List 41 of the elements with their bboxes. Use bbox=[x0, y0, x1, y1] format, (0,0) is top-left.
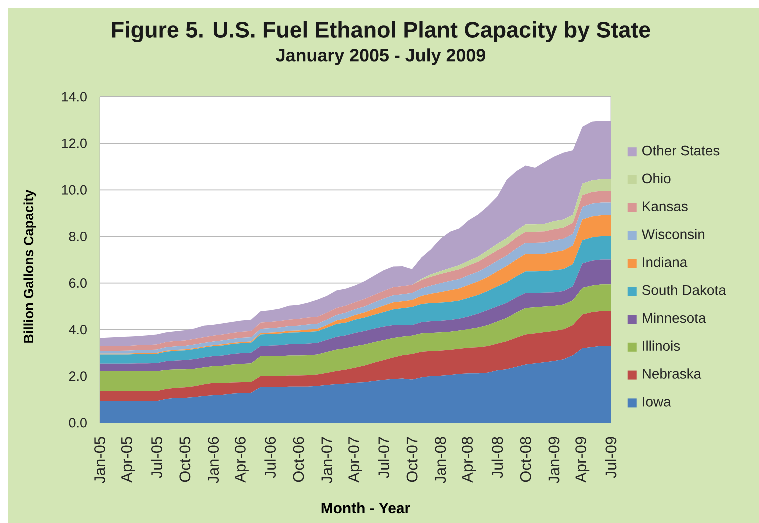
y-tick-label: 4.0 bbox=[69, 325, 87, 335]
x-tick-label: Oct-07 bbox=[406, 437, 418, 482]
x-tick-label: Oct-06 bbox=[293, 437, 304, 482]
x-axis-title: Month - Year bbox=[322, 502, 410, 514]
legend-label: Indiana bbox=[643, 257, 688, 268]
x-tick-label: Oct-05 bbox=[180, 437, 191, 482]
y-tick-label: 12.0 bbox=[62, 138, 87, 148]
x-tick-label: Jan-06 bbox=[208, 437, 220, 484]
legend-label: Nebraska bbox=[643, 368, 702, 379]
legend-label: Wisconsin bbox=[642, 229, 705, 240]
legend-label: Illinois bbox=[643, 340, 680, 352]
x-tick-label: Jul-07 bbox=[378, 437, 390, 478]
x-tick-label: Apr-05 bbox=[121, 437, 136, 483]
legend-label: Minnesota bbox=[643, 312, 706, 324]
x-tick-label: Apr-06 bbox=[234, 437, 249, 483]
x-tick-label: Jul-08 bbox=[492, 437, 504, 478]
x-tick-label: Oct-08 bbox=[520, 437, 532, 482]
chart-subtitle: January 2005 - July 2009 bbox=[276, 48, 486, 66]
x-tick-label: Jan-07 bbox=[322, 437, 333, 484]
legend-label: Iowa bbox=[643, 397, 672, 407]
y-tick-label: 14.0 bbox=[62, 92, 87, 102]
x-tick-label: Apr-07 bbox=[348, 437, 362, 483]
legend-label: Kansas bbox=[643, 202, 688, 212]
legend-label: South Dakota bbox=[642, 284, 726, 296]
chart-title: Figure 5. U.S. Fuel Ethanol Plant Capacity by State bbox=[112, 21, 650, 42]
y-tick-label: 6.0 bbox=[69, 278, 87, 288]
legend-label: Ohio bbox=[642, 173, 671, 184]
y-axis-title: Billion Gallons Capacity bbox=[24, 190, 36, 343]
y-tick-label: 10.0 bbox=[62, 185, 87, 195]
x-tick-label: Jul-05 bbox=[151, 437, 162, 478]
legend-label: Other States bbox=[642, 145, 720, 156]
y-tick-label: 8.0 bbox=[69, 232, 87, 242]
y-tick-label: 2.0 bbox=[69, 372, 87, 382]
x-tick-label: Jan-09 bbox=[548, 437, 560, 484]
x-tick-label: Apr-09 bbox=[576, 437, 590, 483]
x-tick-label: Jan-05 bbox=[94, 437, 106, 484]
x-tick-label: Jan-08 bbox=[435, 437, 446, 484]
y-tick-label: 0.0 bbox=[69, 418, 87, 428]
x-tick-label: Apr-08 bbox=[462, 437, 476, 483]
x-tick-label: Jul-09 bbox=[605, 437, 617, 478]
x-tick-label: Jul-06 bbox=[264, 437, 276, 478]
